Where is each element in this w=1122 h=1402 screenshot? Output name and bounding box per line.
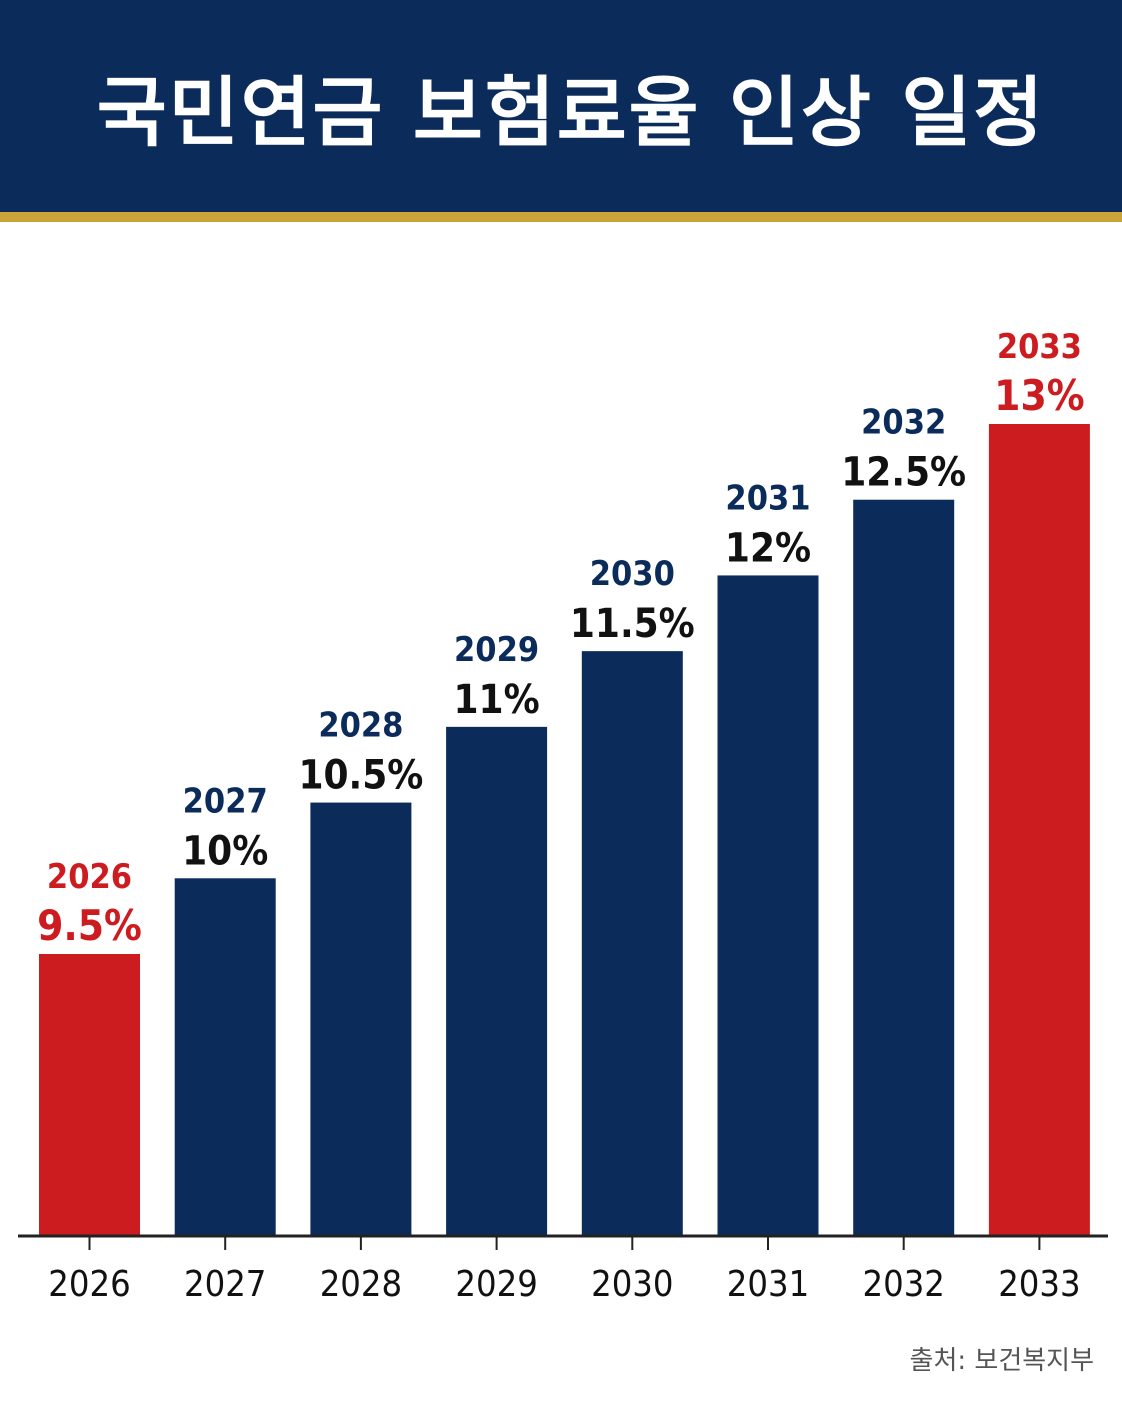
bar-2027 <box>174 878 276 1236</box>
bar-year-label: 2033 <box>997 327 1082 367</box>
bar-2032 <box>853 499 955 1236</box>
bar-2033 <box>988 424 1090 1236</box>
bar-2026 <box>39 954 140 1236</box>
bar-2028 <box>310 802 412 1236</box>
bar-year-label: 2031 <box>725 478 810 518</box>
bar-year-label: 2028 <box>318 706 403 746</box>
x-tick-label: 2033 <box>998 1264 1080 1305</box>
bar-2029 <box>446 726 548 1236</box>
title-underline <box>0 212 1122 222</box>
bar-value-label: 10.5% <box>298 753 423 799</box>
x-tick-label: 2031 <box>727 1264 809 1305</box>
title-banner <box>0 0 1122 212</box>
chart-title: 국민연금 보험료율 인상 일정 <box>96 68 1046 157</box>
bar-value-label: 12% <box>725 525 811 571</box>
bar-value-label: 10% <box>182 828 268 874</box>
x-tick-label: 2029 <box>455 1264 537 1305</box>
bar-2031 <box>717 575 819 1236</box>
bar-value-label: 12.5% <box>841 450 966 496</box>
bar-year-label: 2027 <box>183 781 268 821</box>
x-tick-label: 2028 <box>320 1264 402 1305</box>
bar-value-label: 13% <box>994 371 1084 420</box>
x-tick-label: 2032 <box>862 1264 944 1305</box>
bar-value-label: 9.5% <box>37 901 142 950</box>
source-note: 출처: 보건복지부 <box>909 1346 1094 1376</box>
bar-year-label: 2026 <box>47 857 132 897</box>
bar-2030 <box>581 651 683 1236</box>
bar-value-label: 11% <box>454 677 540 723</box>
bar-year-label: 2032 <box>861 403 946 443</box>
bar-year-label: 2030 <box>590 554 675 594</box>
bar-chart: 20269.5%2026202710%2027202810.5%20282029… <box>18 327 1108 1305</box>
bar-value-label: 11.5% <box>570 601 695 647</box>
x-tick-label: 2027 <box>184 1264 266 1305</box>
x-tick-label: 2030 <box>591 1264 673 1305</box>
x-tick-label: 2026 <box>48 1264 130 1305</box>
bar-year-label: 2029 <box>454 630 539 670</box>
